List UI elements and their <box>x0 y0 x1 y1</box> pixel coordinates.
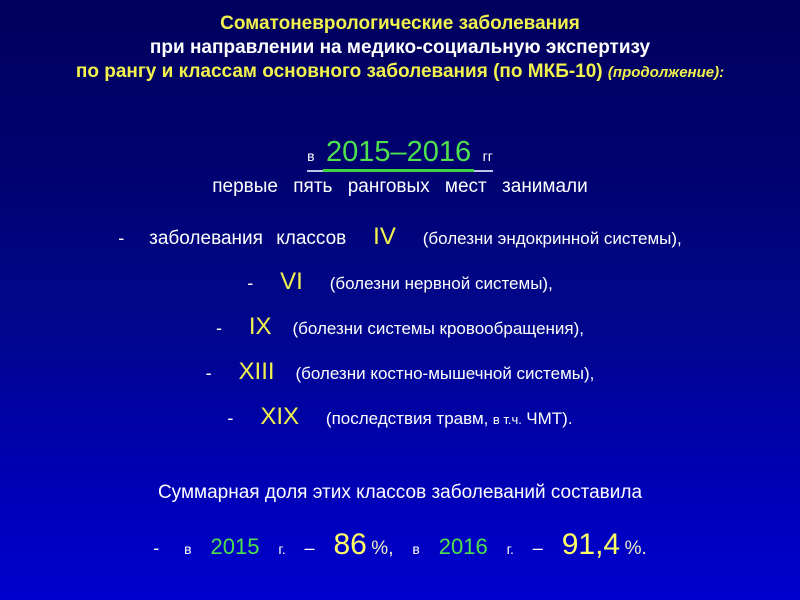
row-description: (болезни костно-мышечной системы), <box>295 364 595 383</box>
row-roman-numeral: XIII <box>238 358 275 385</box>
summary-dash: - <box>153 538 160 558</box>
subtitle-line: первые пять ранговых мест занимали <box>212 176 588 197</box>
row-dash: - <box>227 408 234 428</box>
row-dash: - <box>118 228 125 248</box>
title-line-2: при направлении на медико-социальную экс… <box>149 37 651 58</box>
slide-title: Соматоневрологические заболевания при на… <box>0 12 800 85</box>
row-description-small: в т.ч. <box>492 412 522 427</box>
row-description: (болезни системы кровообращения), <box>292 319 585 338</box>
period-years: 2015–2016 <box>323 136 475 172</box>
row-roman-numeral: IX <box>248 313 272 340</box>
summary-text: Суммарная доля этих классов заболеваний … <box>157 482 643 503</box>
row-description-pre: (последствия травм, <box>325 409 489 428</box>
class-row: - XIII (болезни костно-мышечной системы)… <box>0 349 800 394</box>
class-row: - VI (болезни нервной системы), <box>0 259 800 304</box>
summary-value-2: 91,4 <box>561 528 621 561</box>
row-dash: - <box>205 363 212 383</box>
period-line: в 2015–2016 гг <box>0 136 800 172</box>
class-row: - XIX (последствия травм, в т.ч. ЧМТ). <box>0 394 800 439</box>
row-description-post: ЧМТ). <box>526 409 573 428</box>
row-roman-numeral: VI <box>280 268 303 295</box>
row-dash: - <box>247 273 254 293</box>
row-description: (болезни нервной системы), <box>329 274 553 293</box>
class-row: - заболевания классов IV (болезни эндокр… <box>0 214 800 259</box>
summary-god-1: г. <box>278 541 286 557</box>
row-roman-numeral: XIX <box>260 403 300 430</box>
summary-in-1: в <box>184 541 192 557</box>
summary-ndash-1: – <box>304 538 315 558</box>
period-underline-wrap: в 2015–2016 гг <box>307 136 493 172</box>
summary-ndash-2: – <box>532 538 543 558</box>
summary-value-1: 86 <box>333 528 367 561</box>
title-line-1: Соматоневрологические заболевания <box>220 13 580 34</box>
title-line-3-note: (продолжение): <box>607 64 725 81</box>
summary-god-2: г. <box>506 541 514 557</box>
summary-percent-line: - в 2015 г. – 86 %, в 2016 г. – 91,4 %. <box>0 528 800 562</box>
summary-year-2: 2016 <box>438 534 488 559</box>
period-suffix: гг <box>482 148 493 164</box>
class-rows-list: - заболевания классов IV (болезни эндокр… <box>0 214 800 439</box>
summary-pct-1: %, <box>371 538 394 559</box>
period-prefix: в <box>307 148 315 164</box>
summary-in-2: в <box>412 541 420 557</box>
row-roman-numeral: IV <box>373 223 396 250</box>
title-line-3-main: по рангу и классам основного заболевания… <box>75 61 603 82</box>
summary-pct-2: %. <box>624 538 647 559</box>
row-dash: - <box>215 318 222 338</box>
row-description: (болезни эндокринной системы), <box>422 229 682 248</box>
row-lead: заболевания классов <box>149 228 347 249</box>
summary-year-1: 2015 <box>210 534 260 559</box>
class-row: - IX (болезни системы кровообращения), <box>0 304 800 349</box>
title-line-3: по рангу и классам основного заболевания… <box>0 60 800 85</box>
